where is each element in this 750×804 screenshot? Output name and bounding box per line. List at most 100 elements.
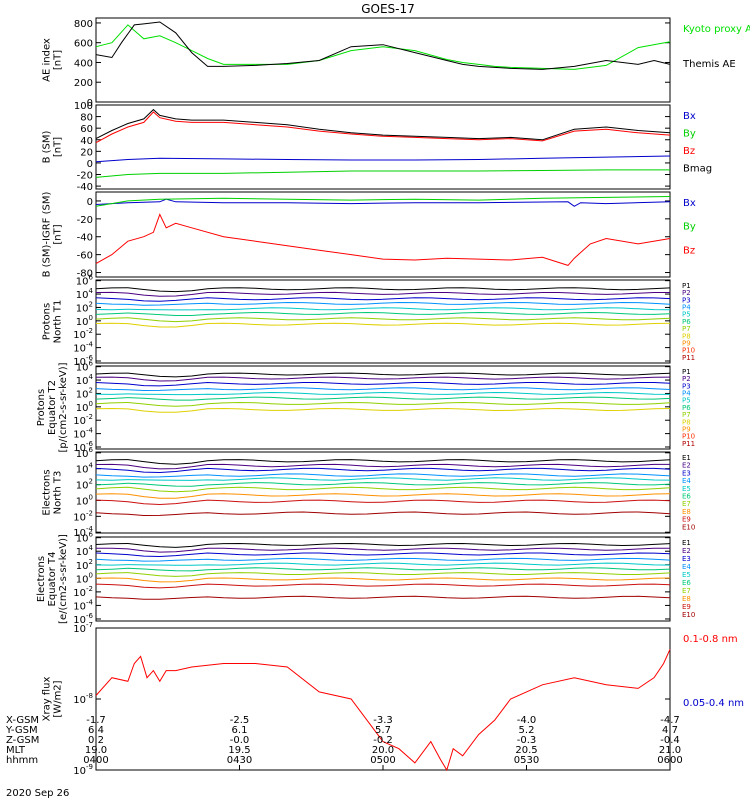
legend-entry: Bx	[683, 198, 696, 209]
tick-exponent: 0	[89, 571, 93, 579]
tick-exponent: 6	[89, 531, 94, 539]
y-axis-label: North T1	[53, 300, 64, 344]
flux-line-e8	[96, 578, 670, 582]
flux-line-e4	[96, 474, 670, 477]
y-tick-label: 80	[80, 113, 93, 124]
y-tick-label: 0	[87, 197, 93, 208]
flux-line-e9	[96, 500, 670, 504]
y-tick-label: 10-2	[73, 413, 93, 427]
tick-exponent: 0	[89, 493, 93, 501]
tick-exponent: 4	[89, 373, 94, 381]
legend-entry: By	[683, 222, 696, 233]
flux-line-e5	[96, 563, 670, 565]
legend-entry: 0.05-0.4 nm	[683, 698, 744, 709]
x-column-value: 0500	[370, 755, 395, 766]
legend-entry: By	[683, 129, 696, 140]
y-tick-label: 10-8	[73, 692, 93, 706]
flux-line-p7	[96, 403, 670, 407]
y-tick-label: -20	[77, 215, 93, 226]
y-tick-label: 100	[76, 493, 93, 507]
flux-line-e2	[96, 464, 670, 469]
y-tick-label: 10-2	[73, 585, 93, 599]
channel-label-e5: E5	[682, 571, 691, 579]
y-axis-label: AE index	[42, 38, 53, 82]
legend-entry: Kyoto proxy AE	[683, 24, 750, 35]
flux-line-p1	[96, 373, 670, 377]
channel-label-p11: P11	[682, 354, 695, 362]
tick-exponent: -2	[86, 327, 93, 335]
channel-label-e1: E1	[682, 539, 691, 547]
flux-line-e3	[96, 553, 670, 557]
flux-line-p6	[96, 397, 670, 400]
y-axis-label: [p/(cm2-s-sr-keV)]	[58, 362, 69, 452]
series-line-bx	[96, 199, 670, 206]
y-tick-label: 10-4	[73, 598, 93, 612]
tick-exponent: -2	[86, 509, 93, 517]
channel-label-e4: E4	[682, 563, 691, 571]
y-tick-label: 104	[76, 544, 94, 558]
flux-line-p3	[96, 383, 670, 386]
y-tick-label: 200	[74, 78, 93, 89]
y-tick-label: 106	[76, 531, 94, 545]
channel-label-e2: E2	[682, 547, 691, 555]
y-axis-label: Equator T2	[47, 380, 58, 435]
y-tick-label: -60	[77, 251, 93, 262]
tick-exponent: 2	[89, 300, 93, 308]
y-tick-label: 10-7	[73, 621, 93, 635]
y-tick-label: 100	[76, 571, 93, 585]
series-line-bz	[96, 112, 670, 143]
flux-line-e1	[96, 460, 670, 465]
flux-line-p1	[96, 288, 670, 292]
y-tick-label: 102	[76, 558, 93, 572]
tick-exponent: -4	[86, 427, 94, 435]
y-axis-label: [e/(cm2-s-sr-keV)]	[58, 534, 69, 624]
series-line-bz	[96, 214, 670, 265]
tick-exponent: -6	[86, 612, 94, 620]
tick-exponent: 2	[89, 478, 93, 486]
panel-frame	[96, 105, 670, 189]
flux-line-e6	[96, 483, 670, 487]
flux-line-p4	[96, 303, 670, 306]
y-tick-label: -40	[77, 182, 93, 193]
channel-label-e8: E8	[682, 595, 691, 603]
flux-line-p2	[96, 292, 670, 296]
flux-line-p3	[96, 298, 670, 302]
channel-label-e3: E3	[682, 555, 691, 563]
panel-frame	[96, 192, 670, 277]
tick-exponent: 0	[89, 314, 93, 322]
y-tick-label: -20	[77, 171, 93, 182]
x-column-value: 0400	[83, 755, 108, 766]
tick-exponent: 4	[89, 544, 94, 552]
flux-line-e4	[96, 558, 670, 561]
flux-line-e7	[96, 487, 670, 492]
tick-exponent: 0	[89, 400, 93, 408]
tick-exponent: -4	[86, 598, 94, 606]
y-tick-label: 600	[74, 39, 93, 50]
tick-exponent: 2	[89, 386, 93, 394]
tick-exponent: -7	[86, 621, 93, 629]
x-column-value: 0530	[514, 755, 539, 766]
series-line-by	[96, 170, 670, 178]
legend-entry: 0.1-0.8 nm	[683, 634, 738, 645]
flux-line-p6	[96, 313, 670, 316]
y-tick-label: 102	[76, 300, 93, 314]
y-axis-label: [nT]	[53, 224, 64, 244]
flux-line-e5	[96, 478, 670, 481]
legend-entry: Bx	[683, 111, 696, 122]
y-axis-label: B (SM)	[42, 130, 53, 163]
y-tick-label: 100	[76, 400, 93, 414]
y-axis-label: North T3	[53, 471, 64, 515]
y-tick-label: 10-4	[73, 427, 93, 441]
y-tick-label: 104	[76, 462, 94, 476]
y-axis-label: [nT]	[53, 137, 64, 157]
y-tick-label: 106	[76, 274, 94, 288]
y-tick-label: 102	[76, 478, 93, 492]
y-tick-label: 60	[80, 124, 93, 135]
flux-line-e1	[96, 544, 670, 548]
channel-label-e10: E10	[682, 523, 695, 531]
y-tick-label: 106	[76, 446, 94, 460]
